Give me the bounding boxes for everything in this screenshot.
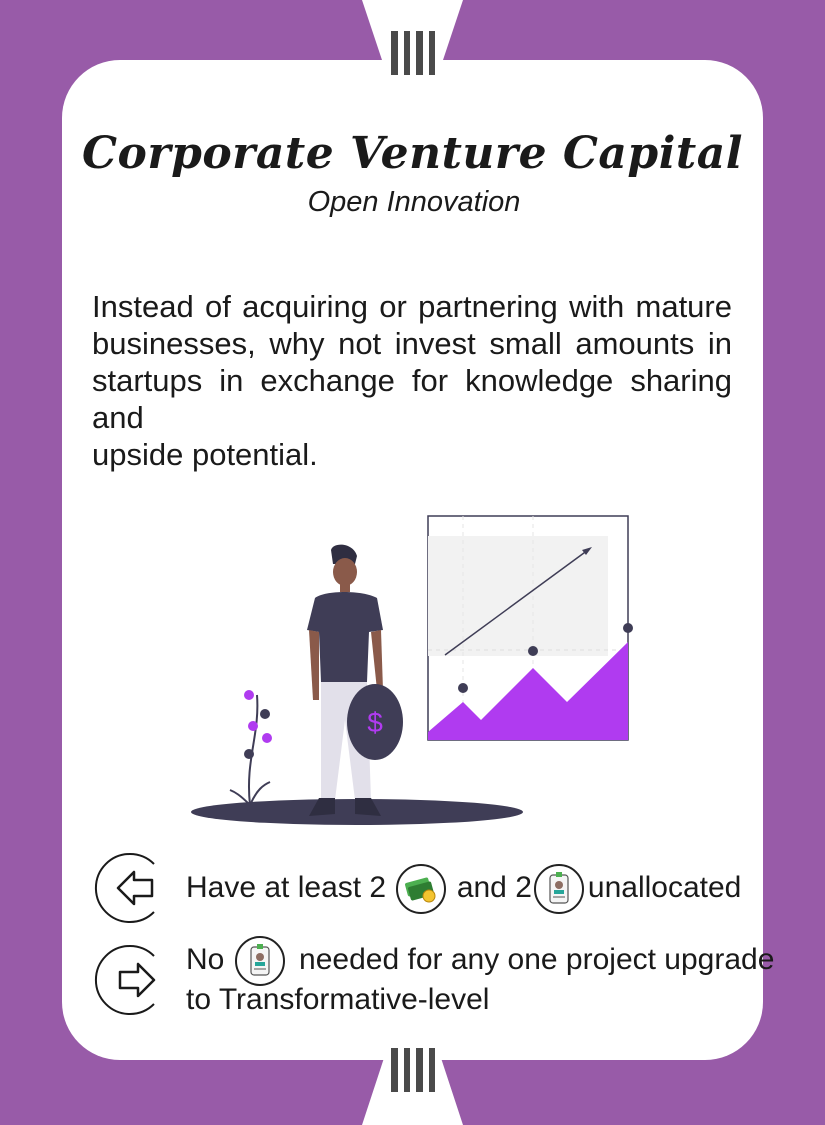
description-line: startups in exchange for knowledge shari… [92,363,732,435]
requirement-part2: and 2 [456,870,532,904]
requirement-part1: Have at least 2 [186,870,387,904]
effect-text-line1: No needed for any one project upgrade [186,936,774,986]
person-icon: $ [307,544,403,816]
description-line: businesses, why not invest small amounts… [92,326,732,361]
investor-illustration: $ [191,515,633,825]
arrow-right-icon [95,945,156,1015]
money-icon [396,864,447,914]
arrow-left-icon [95,853,155,923]
svg-text:$: $ [367,707,383,738]
description-line: Instead of acquiring or partnering with … [92,289,732,324]
requirement-text: Have at least 2 and 2 unallocated [186,864,741,914]
plant-icon [229,690,272,806]
employee-badge-icon [533,864,584,914]
effect-text-line2: to Transformative-level [186,983,490,1016]
effect-part2: needed for any one project upgrade [299,942,775,976]
tier-numeral-top [391,31,435,75]
tier-numeral-bottom [391,1048,435,1092]
requirement-part3: unallocated [587,870,742,904]
growth-chart-icon [427,515,633,741]
card-subtitle: Open Innovation [307,186,521,218]
card-description: Instead of acquiring or partnering with … [92,288,732,473]
employee-badge-icon [234,936,285,986]
description-line: upside potential. [92,437,318,472]
card-title: Corporate Venture Capital [82,128,743,179]
effect-part1: No [186,942,225,976]
